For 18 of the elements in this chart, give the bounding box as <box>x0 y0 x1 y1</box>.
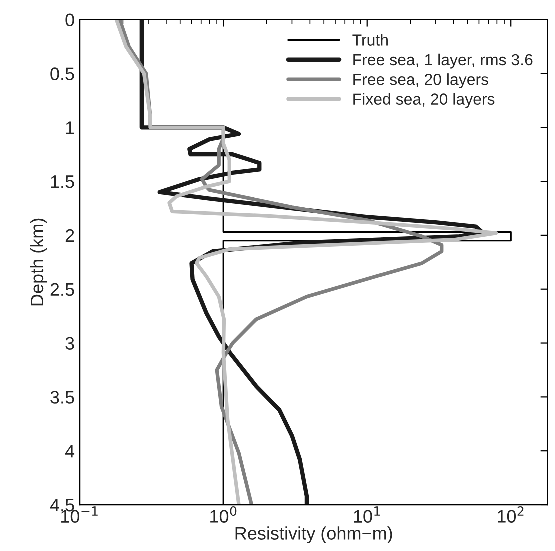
y-tick-label: 0 <box>66 14 74 27</box>
y-tick-label: 2.5 <box>50 283 74 296</box>
x-axis-title: Resistivity (ohm−m) <box>236 526 392 544</box>
y-tick-label: 2 <box>66 229 74 242</box>
y-tick-label: 3.5 <box>50 391 74 404</box>
y-tick-label: 1 <box>66 122 74 134</box>
x-tick-label: 10$^{0}$ <box>210 506 237 523</box>
x-tick-label: 10$^{1}$ <box>354 506 380 523</box>
y-tick-label: 0.5 <box>50 68 74 80</box>
y-tick-label: 4 <box>65 445 75 458</box>
y-axis-title: Depth (km) <box>30 218 48 306</box>
legend-label: Truth <box>352 34 388 46</box>
legend-label: Free sea, 20 layers <box>354 74 488 88</box>
x-tick-label: 10$^{2}$ <box>498 506 524 523</box>
y-tick-label: 3 <box>66 337 74 350</box>
legend-label: Free sea, 1 layer, rms 3.6 <box>354 54 533 69</box>
y-tick-label: 1.5 <box>51 176 74 188</box>
legend-label: Fixed sea, 20 layers <box>354 93 495 108</box>
